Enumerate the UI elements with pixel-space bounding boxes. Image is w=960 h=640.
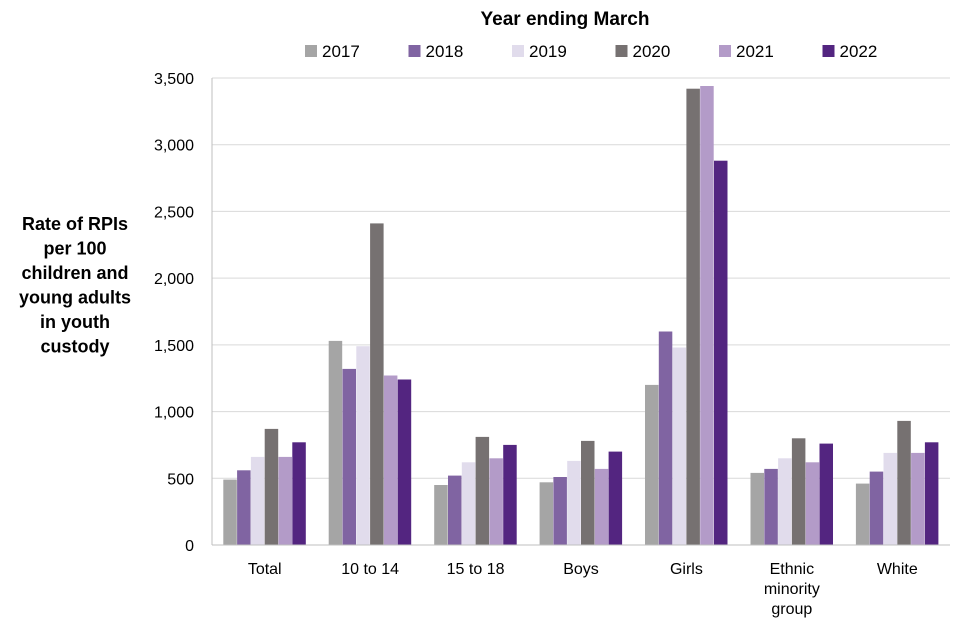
bar-2022-0 bbox=[292, 442, 306, 545]
bar-2018-4 bbox=[658, 331, 673, 545]
category-label: group bbox=[771, 601, 812, 618]
legend-label-2019: 2019 bbox=[529, 42, 567, 61]
category-label: minority bbox=[764, 581, 820, 598]
bar-2022-3 bbox=[608, 451, 623, 545]
category-label: Ethnic bbox=[770, 561, 814, 578]
legend-label-2020: 2020 bbox=[633, 42, 671, 61]
bar-2018-5 bbox=[764, 468, 778, 545]
y-tick-label: 3,000 bbox=[154, 138, 194, 155]
bar-2021-6 bbox=[911, 452, 925, 545]
legend-label-2017: 2017 bbox=[322, 42, 360, 61]
y-tick-label: 3,500 bbox=[154, 71, 194, 88]
bar-2021-2 bbox=[489, 458, 503, 545]
bar-2018-3 bbox=[553, 477, 567, 545]
bar-2018-2 bbox=[448, 475, 462, 545]
category-label: White bbox=[877, 561, 918, 578]
category-label: 10 to 14 bbox=[341, 561, 399, 578]
bar-2021-1 bbox=[383, 375, 398, 545]
y-tick-label: 0 bbox=[185, 538, 194, 555]
legend-swatch-2022 bbox=[822, 45, 835, 57]
bar-2019-6 bbox=[883, 452, 897, 545]
bar-2017-4 bbox=[645, 384, 659, 545]
gridlines bbox=[212, 77, 950, 479]
bar-2021-3 bbox=[594, 468, 609, 545]
bar-2019-5 bbox=[778, 458, 792, 545]
bar-2021-4 bbox=[700, 86, 714, 545]
bar-2018-1 bbox=[342, 368, 356, 545]
bar-2022-4 bbox=[714, 160, 728, 545]
bar-2018-0 bbox=[237, 470, 251, 545]
bar-2020-0 bbox=[264, 428, 279, 545]
bar-2020-3 bbox=[581, 440, 595, 545]
legend-swatch-2021 bbox=[719, 45, 731, 57]
bar-2017-1 bbox=[328, 340, 343, 545]
category-label: Total bbox=[248, 561, 282, 578]
bar-2017-3 bbox=[539, 482, 554, 545]
y-tick-label: 2,000 bbox=[154, 271, 194, 288]
category-label: Boys bbox=[563, 561, 599, 578]
bar-2020-4 bbox=[686, 88, 700, 545]
bar-2019-1 bbox=[356, 346, 370, 545]
y-axis-label: Rate of RPIs per 100 children and young adu… bbox=[19, 214, 131, 357]
legend-label-2022: 2022 bbox=[840, 42, 878, 61]
bar-2018-6 bbox=[869, 471, 884, 545]
legend: 2017 2018 2019 2020 2021 2022 bbox=[305, 42, 877, 61]
y-axis-label-line: children and bbox=[21, 263, 128, 283]
legend-label-2018: 2018 bbox=[426, 42, 464, 61]
category-labels: Total 10 to 14 15 to 18 Boys Girls Ethnic mino… bbox=[248, 561, 918, 618]
bar-2017-5 bbox=[750, 472, 764, 545]
bar-2022-2 bbox=[503, 444, 517, 545]
y-axis-label-line: per 100 bbox=[43, 239, 106, 259]
y-tick-label: 2,500 bbox=[154, 204, 194, 221]
bar-2022-1 bbox=[397, 379, 412, 545]
y-axis-label-line: custody bbox=[40, 337, 109, 357]
legend-label-2021: 2021 bbox=[736, 42, 774, 61]
y-axis-label-line: in youth bbox=[40, 312, 110, 332]
bar-2019-0 bbox=[250, 456, 265, 545]
bar-2017-6 bbox=[855, 483, 870, 545]
bar-2022-5 bbox=[819, 443, 833, 545]
category-label: 15 to 18 bbox=[447, 561, 505, 578]
bar-2017-0 bbox=[223, 479, 237, 545]
legend-swatch-2017 bbox=[305, 45, 317, 57]
y-tick-label: 500 bbox=[167, 471, 194, 488]
axes bbox=[211, 78, 950, 546]
category-label: Girls bbox=[670, 561, 703, 578]
y-tick-label: 1,000 bbox=[154, 405, 194, 422]
bar-2019-2 bbox=[461, 462, 476, 545]
bar-2020-1 bbox=[370, 223, 384, 545]
bar-2022-6 bbox=[924, 442, 939, 545]
legend-title: Year ending March bbox=[481, 9, 650, 30]
bar-2019-3 bbox=[567, 460, 581, 545]
y-tick-labels: 0 500 1,000 1,500 2,000 2,500 3,000 3,500 bbox=[154, 71, 194, 555]
bar-2019-4 bbox=[672, 347, 687, 545]
bar-2017-2 bbox=[434, 485, 448, 545]
bar-2020-5 bbox=[791, 438, 806, 545]
bar-2021-0 bbox=[278, 456, 292, 545]
y-tick-label: 1,500 bbox=[154, 338, 194, 355]
bar-2020-6 bbox=[897, 420, 911, 545]
bar-2020-2 bbox=[475, 436, 490, 545]
y-axis-label-line: Rate of RPIs bbox=[22, 214, 128, 234]
legend-swatch-2018 bbox=[408, 45, 421, 57]
y-axis-label-line: young adults bbox=[19, 288, 131, 308]
bars bbox=[223, 86, 939, 545]
legend-swatch-2020 bbox=[615, 45, 628, 57]
legend-swatch-2019 bbox=[512, 45, 524, 57]
bar-2021-5 bbox=[805, 462, 820, 545]
